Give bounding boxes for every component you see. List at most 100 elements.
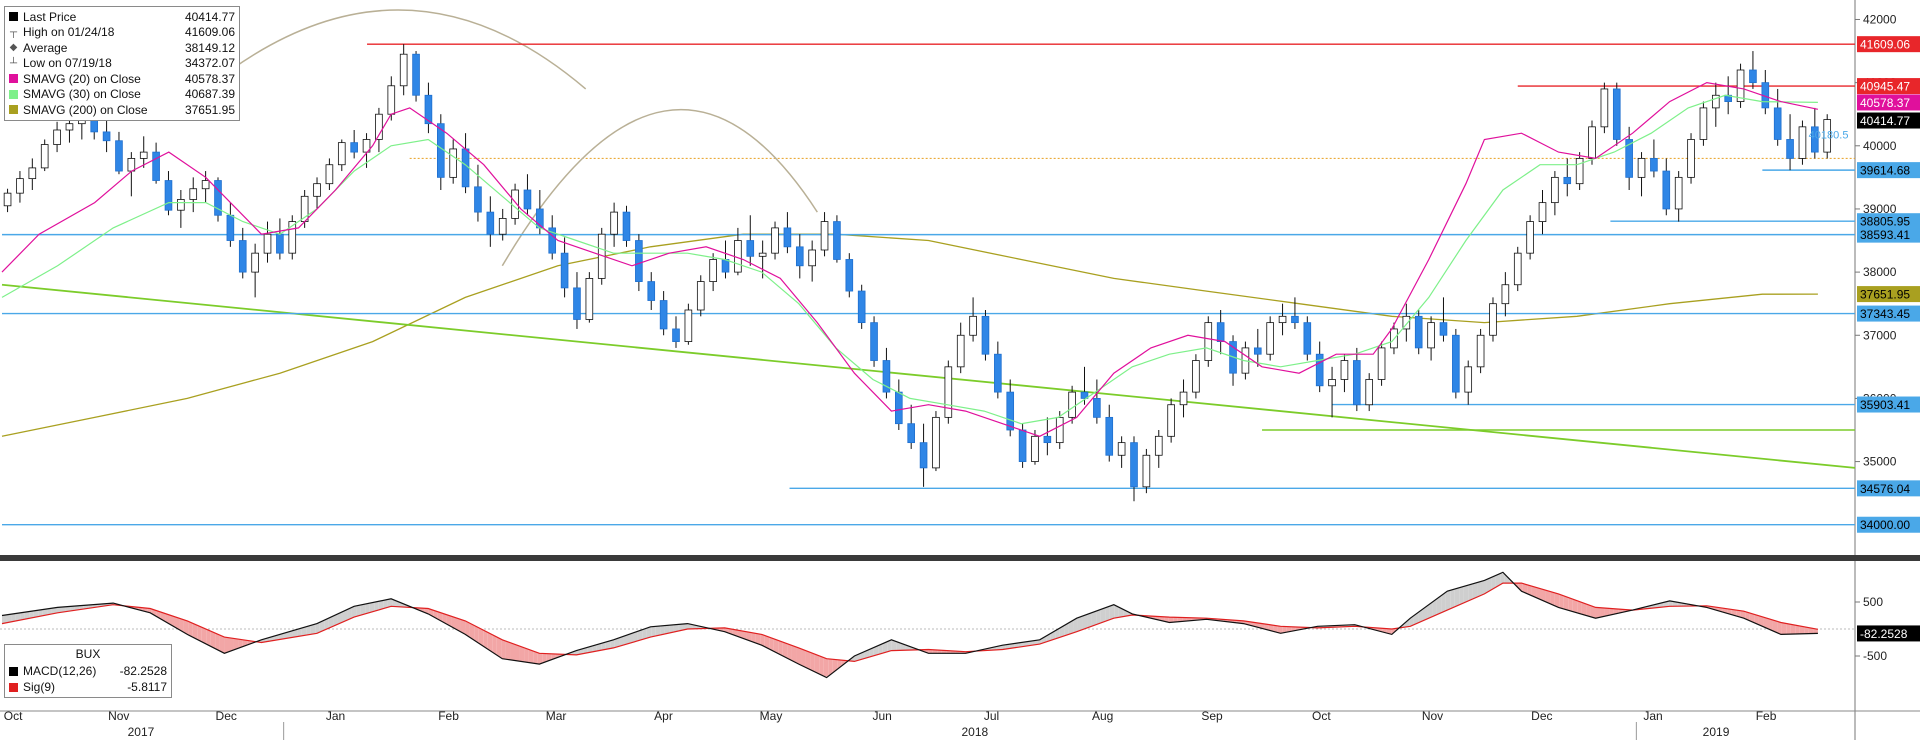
candle-body <box>1699 107 1708 140</box>
price-tag-label: 39614.68 <box>1860 164 1910 178</box>
macd-histogram-fill <box>1554 592 1560 608</box>
candle-body <box>1773 107 1782 140</box>
macd-histogram-fill <box>664 625 670 634</box>
macd-histogram-fill <box>1609 608 1614 616</box>
macd-histogram-fill <box>605 640 611 650</box>
candle-body <box>1749 69 1757 84</box>
candle-body <box>1489 303 1497 336</box>
price-tag-label: 37343.45 <box>1860 307 1910 321</box>
price-tag-label: 40578.37 <box>1860 96 1910 110</box>
macd-histogram-fill <box>1422 605 1428 621</box>
price-tag-bg <box>1857 305 1920 322</box>
macd-histogram-fill <box>61 606 66 613</box>
candle-body <box>808 249 816 267</box>
sma30-swatch <box>9 89 18 99</box>
legend-row-high: ┬ High on 01/24/18 41609.06 <box>9 25 235 41</box>
macd-histogram-fill <box>20 612 25 621</box>
macd-histogram-fill <box>642 628 647 640</box>
month-label: Oct <box>1312 709 1331 723</box>
macd-histogram-fill <box>292 629 298 638</box>
macd-histogram-fill <box>646 626 652 639</box>
month-label: Feb <box>1756 709 1777 723</box>
macd-histogram-fill <box>151 609 157 617</box>
macd-histogram-fill <box>932 649 938 654</box>
macd-histogram-fill <box>374 601 379 612</box>
price-tag-label: 35903.41 <box>1860 398 1910 412</box>
macd-histogram-fill <box>782 642 788 659</box>
macd-histogram-fill <box>614 637 620 648</box>
macd-histogram-fill <box>1418 608 1423 623</box>
candle-body <box>1823 119 1832 153</box>
macd-histogram-fill <box>873 645 879 656</box>
macd-histogram-fill <box>1427 602 1433 619</box>
candle-body <box>647 281 656 301</box>
macd-histogram-fill <box>297 628 302 637</box>
macd-histogram-fill <box>737 630 742 639</box>
macd-histogram-fill <box>1059 625 1065 638</box>
macd-histogram-fill <box>24 611 30 620</box>
macd-tick-label: -500 <box>1863 649 1887 663</box>
macd-histogram-fill <box>483 630 488 650</box>
candle-body <box>3 192 12 207</box>
candle-body <box>102 131 111 142</box>
macd-histogram-fill <box>891 639 897 651</box>
macd-histogram-fill <box>1041 636 1047 644</box>
macd-histogram-fill <box>387 599 393 608</box>
macd-histogram-fill <box>764 635 770 650</box>
candle-body <box>1043 435 1052 444</box>
candle-body <box>1662 170 1671 210</box>
candle-body <box>461 148 470 188</box>
macd-histogram-fill <box>1581 602 1587 616</box>
macd-histogram-fill <box>38 609 43 617</box>
legend-row-sma30: SMAVG (30) on Close 40687.39 <box>9 87 235 103</box>
macd-histogram-fill <box>455 617 461 632</box>
macd-histogram-fill <box>1286 626 1292 633</box>
macd-histogram-fill <box>165 613 170 625</box>
candle-body <box>1439 322 1448 336</box>
macd-histogram-fill <box>610 639 615 649</box>
macd-histogram-fill <box>442 613 447 625</box>
macd-histogram-fill <box>1672 601 1678 607</box>
macd-histogram-fill <box>1459 586 1464 605</box>
candle-body <box>449 148 457 178</box>
macd-histogram-fill <box>773 638 779 654</box>
macd-histogram-fill <box>347 607 352 621</box>
macd-histogram-fill <box>465 620 470 638</box>
candle-body <box>1204 322 1213 361</box>
legend-label: SMAVG (30) on Close <box>23 87 141 102</box>
macd-histogram-fill <box>315 622 320 634</box>
legend-row-sma20: SMAVG (20) on Close 40578.37 <box>9 71 235 87</box>
candle-body <box>783 227 792 248</box>
candle-body <box>709 259 717 282</box>
macd-legend: BUX MACD(12,26) -82.2528 Sig(9) -5.8117 <box>4 644 172 698</box>
macd-tag-label: -82.2528 <box>1860 627 1908 641</box>
macd-histogram-fill <box>1590 605 1596 619</box>
price-tick-label: 39000 <box>1863 202 1897 216</box>
candle-body <box>1328 379 1336 387</box>
candle-body <box>387 85 396 115</box>
macd-histogram-fill <box>1077 616 1083 632</box>
legend-label: Sig(9) <box>23 680 56 694</box>
candle-body <box>932 416 940 469</box>
macd-histogram-fill <box>1273 625 1278 633</box>
macd-histogram-fill <box>446 614 452 627</box>
macd-histogram-fill <box>1028 640 1033 646</box>
macd-histogram-fill <box>74 605 80 611</box>
sma20-line <box>1 81 1819 437</box>
macd-histogram-fill <box>769 637 774 652</box>
macd-histogram-fill <box>537 652 543 664</box>
price-tag-bg <box>1857 480 1920 497</box>
month-label: Nov <box>1422 709 1443 723</box>
candle-body <box>1526 221 1534 254</box>
candle-body <box>1687 139 1695 178</box>
macd-histogram-fill <box>169 615 175 627</box>
candle-body <box>1315 353 1324 387</box>
macd-histogram-fill <box>469 623 475 641</box>
macd-histogram-fill <box>1595 607 1601 619</box>
low-marker-icon: ┴ <box>9 57 18 69</box>
macd-histogram-fill <box>1758 615 1764 627</box>
macd-histogram-fill <box>460 619 466 635</box>
macd-histogram-fill <box>1073 617 1078 633</box>
macd-histogram-fill <box>183 619 189 635</box>
year-label: 2017 <box>128 725 155 739</box>
